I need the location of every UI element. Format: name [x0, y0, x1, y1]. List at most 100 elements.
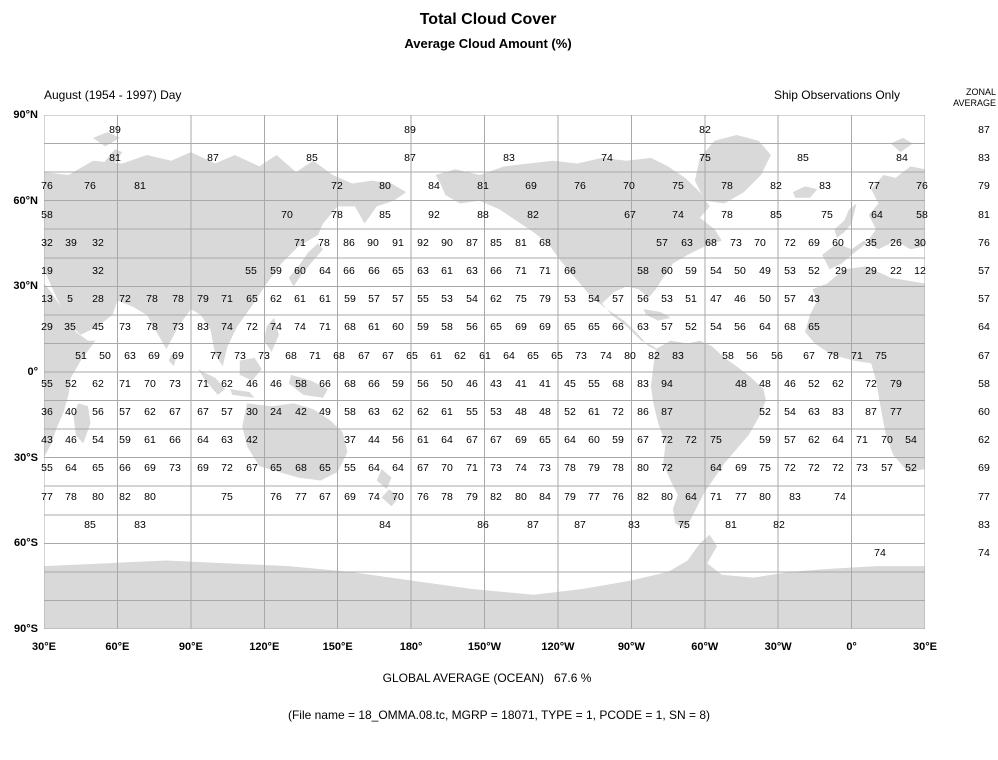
cell-value: 85 [379, 208, 391, 221]
land-africa-horn [44, 283, 96, 458]
cell-value: 85 [797, 152, 809, 165]
cell-value: 73 [575, 349, 587, 362]
cells-layer: 89 89 82 81 87 85 87 83 74 75 85 84 76 76 81 72 80 84 81 69… [41, 115, 928, 629]
land-madagascar [73, 403, 91, 444]
zonal-average-header: ZONAL AVERAGE [936, 87, 996, 109]
cell-value: 75 [759, 462, 771, 475]
cell-value: 75 [821, 208, 833, 221]
zonal-average-header-line2: AVERAGE [953, 98, 996, 108]
cell-value: 73 [234, 349, 246, 362]
cell-value: 70 [881, 434, 893, 447]
zonal-average-value: 79 [978, 180, 990, 193]
cell-value: 24 [270, 406, 282, 418]
cell-value: 59 [344, 293, 356, 306]
zonal-average-value: 62 [978, 434, 990, 447]
cell-value: 78 [146, 293, 158, 306]
cell-value: 80 [624, 349, 636, 362]
zonal-average-value: 81 [978, 208, 990, 221]
cell-value: 70 [281, 208, 293, 221]
cell-value: 71 [539, 265, 551, 277]
lon-tick-label: 30°E [913, 641, 937, 653]
cell-value: 43 [41, 434, 53, 447]
cell-value: 87 [466, 236, 478, 249]
cell-value: 75 [515, 293, 527, 306]
cell-value: 77 [295, 490, 307, 503]
cell-value: 80 [661, 490, 673, 503]
cell-value: 52 [685, 321, 697, 334]
cell-value: 73 [730, 236, 742, 249]
cell-value: 60 [661, 265, 673, 277]
cell-value: 74 [515, 462, 527, 475]
chart-subtitle: Average Cloud Amount (%) [404, 36, 572, 51]
cell-value: 48 [515, 406, 527, 418]
cell-value: 55 [344, 462, 356, 475]
cell-value: 82 [648, 349, 660, 362]
cell-value: 56 [746, 349, 758, 362]
lon-tick-label: 60°W [691, 641, 719, 653]
land-north-america [435, 157, 722, 353]
cell-value: 69 [808, 236, 820, 249]
cell-value: 69 [344, 490, 356, 503]
cell-value: 52 [759, 406, 771, 418]
cell-value: 73 [169, 377, 181, 390]
cell-value: 56 [392, 434, 404, 447]
lon-tick-label: 150°E [322, 641, 353, 653]
cell-value: 74 [874, 547, 886, 559]
cell-value: 78 [441, 490, 453, 503]
cell-value: 56 [734, 321, 746, 334]
cell-value: 52 [808, 377, 820, 390]
cell-value: 60 [294, 265, 306, 277]
cell-value: 60 [588, 434, 600, 447]
cell-value: 57 [661, 321, 673, 334]
cell-value: 76 [916, 180, 928, 193]
cell-value: 56 [417, 377, 429, 390]
cell-value: 60 [392, 321, 404, 334]
cell-value: 58 [722, 349, 734, 362]
cell-value: 65 [406, 349, 418, 362]
cell-value: 88 [477, 208, 489, 221]
cell-value: 36 [41, 406, 53, 418]
cell-value: 68 [612, 377, 624, 390]
cell-value: 75 [678, 518, 690, 531]
cell-value: 63 [637, 321, 649, 334]
cell-value: 72 [661, 434, 673, 447]
cell-value: 65 [319, 462, 331, 475]
cell-value: 46 [734, 293, 746, 306]
lon-tick-label: 120°E [249, 641, 280, 653]
cell-value: 82 [119, 490, 131, 503]
cell-value: 92 [428, 208, 440, 221]
cell-value: 62 [808, 434, 820, 447]
cell-value: 79 [466, 490, 478, 503]
cell-value: 41 [539, 377, 551, 390]
cell-value: 75 [710, 434, 722, 447]
cell-value: 71 [294, 236, 306, 249]
cell-value: 74 [834, 490, 846, 503]
cell-value: 78 [721, 180, 733, 193]
cell-value: 64 [197, 434, 209, 447]
cell-value: 67 [358, 349, 370, 362]
land-australia [242, 403, 348, 481]
cell-value: 61 [368, 321, 380, 334]
cell-value: 72 [865, 377, 877, 390]
cell-value: 32 [92, 236, 104, 249]
cell-value: 94 [661, 377, 673, 390]
cell-value: 85 [490, 236, 502, 249]
zonal-average-value: 58 [978, 377, 990, 390]
zonal-average-value: 74 [978, 547, 990, 559]
cell-value: 35 [64, 321, 76, 334]
cell-value: 53 [441, 293, 453, 306]
cell-value: 76 [41, 180, 53, 193]
cell-value: 60 [832, 236, 844, 249]
cell-value: 53 [661, 293, 673, 306]
lon-tick-label: 90°E [178, 641, 203, 653]
cell-value: 83 [819, 180, 831, 193]
cell-value: 70 [144, 377, 156, 390]
cell-value: 67 [637, 434, 649, 447]
cell-value: 39 [65, 236, 77, 249]
cell-value: 83 [672, 349, 684, 362]
lat-tick-label: 0° [27, 366, 38, 378]
cell-value: 79 [539, 293, 551, 306]
cell-value: 68 [285, 349, 297, 362]
cell-value: 67 [624, 208, 636, 221]
cell-value: 69 [515, 434, 527, 447]
